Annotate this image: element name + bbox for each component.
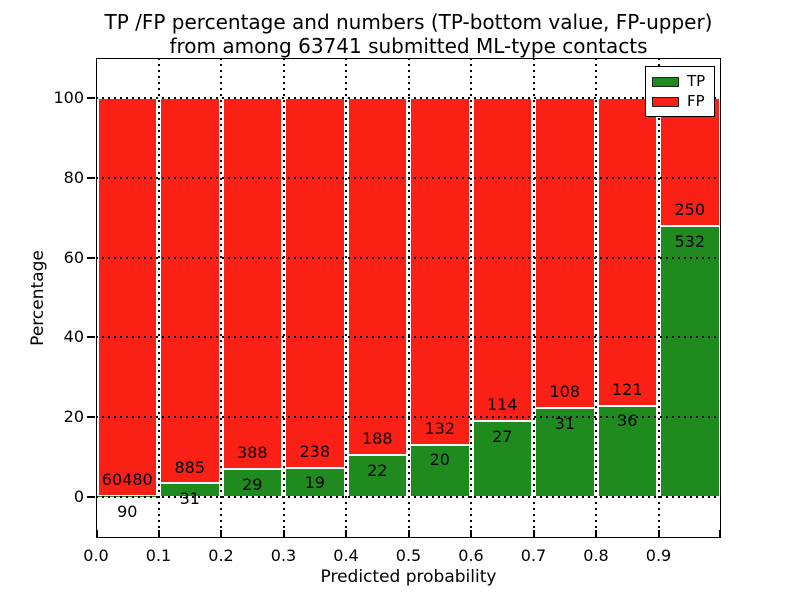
x-tick-label: 0.6	[458, 546, 484, 565]
bar-segment-fp	[160, 98, 220, 484]
fp-count-label: 188	[361, 429, 393, 449]
y-tick-mark	[87, 336, 95, 339]
x-tick-label: 0.4	[333, 546, 359, 565]
legend-item: FP	[652, 94, 708, 109]
vertical-gridline	[657, 58, 660, 538]
fp-count-label: 250	[674, 199, 706, 219]
x-tick-label: 0.3	[270, 546, 297, 565]
y-tick-mark	[87, 97, 95, 99]
vertical-gridline	[157, 58, 160, 538]
x-tick-mark	[470, 530, 472, 537]
horizontal-gridline	[96, 97, 721, 99]
bar-segment-fp	[285, 98, 345, 468]
bar-segment-tp	[660, 225, 720, 497]
fp-count-label: 108	[549, 382, 581, 402]
vertical-gridline	[407, 58, 410, 538]
x-tick-label: 0.8	[583, 546, 609, 565]
fp-count-label: 60480	[101, 470, 153, 490]
bar-segment-tp	[472, 420, 532, 497]
x-tick-label: 0.1	[145, 546, 172, 565]
x-tick-label: 0.0	[83, 546, 109, 565]
legend-label: FP	[687, 92, 705, 110]
vertical-gridline	[470, 58, 472, 538]
bar-segment-tp	[285, 467, 345, 497]
tp-swatch	[652, 76, 679, 87]
x-tick-mark	[96, 530, 98, 537]
tp-count-label: 31	[554, 413, 575, 433]
fp-count-label: 114	[486, 394, 518, 414]
y-tick-label: 40	[63, 327, 84, 347]
tp-count-label: 22	[367, 461, 388, 481]
x-tick-mark	[532, 530, 535, 537]
bar-segment-fp	[660, 98, 720, 226]
tp-count-label: 532	[674, 231, 706, 251]
bar-segment-fp	[410, 98, 470, 445]
fp-count-label: 132	[424, 418, 456, 438]
vertical-gridline	[282, 58, 285, 538]
bar-segment-tp	[535, 408, 595, 497]
chart-title-line1: TP /FP percentage and numbers (TP-bottom…	[104, 10, 713, 34]
fp-count-label: 885	[174, 457, 206, 477]
y-tick-mark	[87, 416, 95, 419]
x-axis-label: Predicted probability	[320, 567, 497, 587]
y-tick-mark	[87, 496, 95, 498]
horizontal-gridline	[96, 336, 721, 339]
bar-segment-fp	[597, 98, 657, 406]
x-tick-mark	[407, 530, 410, 537]
tp-count-label: 19	[304, 473, 325, 493]
tp-count-label: 27	[492, 426, 513, 446]
vertical-gridline	[532, 58, 535, 538]
x-tick-mark	[345, 530, 347, 537]
y-tick-label: 100	[53, 88, 84, 107]
legend-item: TP	[652, 74, 708, 89]
legend-label: TP	[687, 72, 706, 90]
vertical-gridline	[345, 58, 347, 538]
y-tick-mark	[87, 256, 95, 259]
vertical-gridline	[595, 58, 597, 538]
x-tick-label: 0.5	[395, 546, 422, 565]
bar-segment-fp	[347, 98, 407, 456]
horizontal-gridline	[96, 176, 721, 179]
x-tick-mark	[220, 530, 222, 537]
x-tick-mark	[282, 530, 285, 537]
tp-count-label: 36	[617, 411, 638, 431]
bar-segment-fp	[472, 98, 532, 421]
bar-segment-fp	[97, 98, 157, 497]
x-tick-label: 0.9	[645, 546, 672, 565]
fp-count-label: 238	[299, 441, 331, 461]
x-tick-mark	[157, 530, 160, 537]
horizontal-gridline	[96, 256, 721, 259]
horizontal-gridline	[96, 416, 721, 419]
tp-count-label: 20	[429, 450, 450, 470]
x-tick-label: 0.2	[208, 546, 234, 565]
x-tick-mark	[595, 530, 597, 537]
y-tick-mark	[87, 176, 95, 179]
x-tick-label: 0.7	[520, 546, 547, 565]
y-tick-label: 0	[73, 487, 84, 506]
chart-title-line2: from among 63741 submitted ML-type conta…	[169, 34, 648, 58]
legend: TP FP	[645, 66, 715, 117]
tp-count-label: 29	[242, 475, 263, 495]
x-tick-mark	[657, 530, 660, 537]
bar-segment-tp	[597, 405, 657, 497]
fp-count-label: 121	[611, 379, 643, 399]
vertical-gridline	[220, 58, 222, 538]
horizontal-gridline	[96, 496, 721, 498]
fp-count-label: 388	[236, 443, 268, 463]
bar-segment-tp	[347, 455, 407, 497]
y-tick-label: 60	[63, 247, 84, 267]
plot-area: 60480 90 885 31 388 29 238 19 188 22 132 20 114 27 108…	[96, 58, 721, 538]
bar-segment-fp	[222, 98, 282, 470]
y-tick-label: 20	[63, 407, 84, 427]
x-tick-mark	[719, 530, 721, 537]
tp-count-label: 90	[117, 502, 138, 522]
tp-count-label: 31	[179, 489, 200, 509]
bar-segment-fp	[535, 98, 595, 408]
chart-title: TP /FP percentage and numbers (TP-bottom…	[96, 10, 721, 58]
fp-swatch	[652, 96, 679, 107]
y-tick-label: 80	[63, 167, 84, 187]
